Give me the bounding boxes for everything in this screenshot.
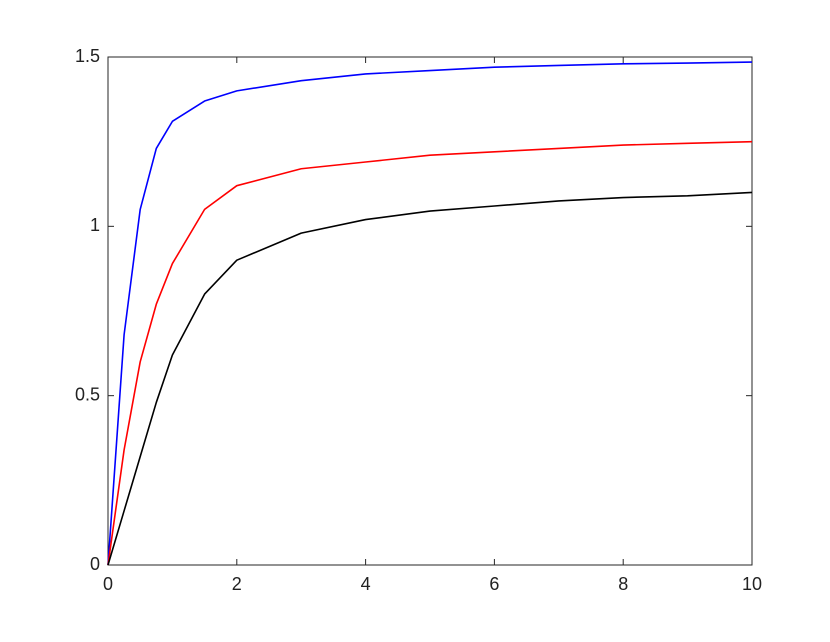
y-tick-label: 1 — [90, 215, 100, 235]
line-series — [107, 61, 753, 566]
x-tick-label: 8 — [618, 574, 628, 594]
line-series — [107, 191, 753, 566]
x-tick-label: 2 — [232, 574, 242, 594]
y-tick-label: 1.5 — [75, 46, 100, 66]
y-tick-label: 0 — [90, 554, 100, 574]
y-tick-label: 0.5 — [75, 384, 100, 404]
plot-box — [107, 56, 753, 566]
x-tick-label: 10 — [742, 574, 762, 594]
x-tick-label: 6 — [489, 574, 499, 594]
x-tick-label: 0 — [103, 574, 113, 594]
line-series — [107, 140, 753, 566]
x-tick-label: 4 — [361, 574, 371, 594]
